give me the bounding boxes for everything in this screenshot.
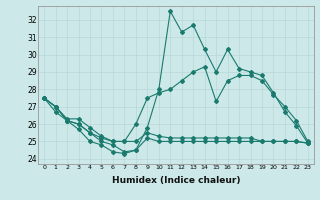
X-axis label: Humidex (Indice chaleur): Humidex (Indice chaleur) bbox=[112, 176, 240, 185]
